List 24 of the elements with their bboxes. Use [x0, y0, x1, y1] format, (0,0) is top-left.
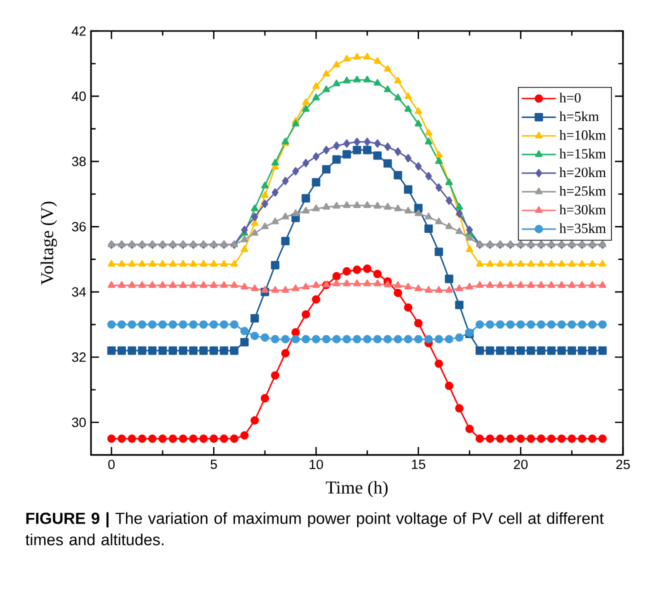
x-tick-label: 0 — [108, 460, 115, 470]
x-tick-label: 20 — [514, 460, 528, 470]
legend-label: h=20km — [559, 167, 606, 178]
text: FIGURE 9 | The variation of maximum power point voltage of PV cell at different times and altitudes. — [26, 512, 604, 546]
legend-label: h=15km — [559, 148, 606, 158]
y-tick-label: 32 — [72, 352, 86, 362]
y-tick-label: 42 — [72, 26, 86, 36]
legend-label: h=0 — [559, 92, 581, 103]
y-tick-label: 38 — [72, 156, 86, 166]
x-tick-label: 5 — [210, 460, 217, 469]
y-tick-label: 36 — [72, 222, 86, 232]
x-tick-label: 15 — [412, 460, 426, 469]
legend-label: h=5km — [559, 111, 599, 122]
x-tick-label: 10 — [310, 460, 323, 470]
x-axis-title: Time (h) — [326, 480, 388, 498]
y-tick-label: 40 — [72, 92, 86, 101]
y-axis-title: Voltage (V) — [40, 202, 57, 285]
y-tick-label: 30 — [72, 418, 86, 428]
legend-label: h=10km — [559, 130, 606, 140]
legend-label: h=35km — [559, 223, 606, 234]
legend-label: h=25km — [559, 186, 606, 196]
x-tick-label: 25 — [616, 460, 630, 470]
y-tick-label: 34 — [72, 287, 86, 297]
legend-label: h=30km — [559, 204, 606, 214]
